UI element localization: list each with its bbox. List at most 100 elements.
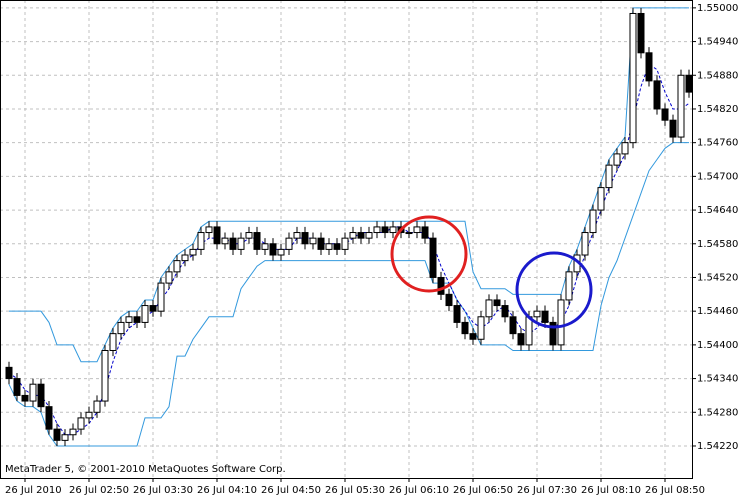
candle-body — [685, 74, 693, 93]
candle-body — [373, 226, 381, 234]
y-tick-label: 1.54700 — [697, 171, 738, 182]
candle-body — [29, 383, 37, 402]
x-tick-label: 26 Jul 2010 — [5, 485, 62, 496]
candle-body — [309, 237, 317, 245]
candle-body — [645, 52, 653, 82]
candle-body — [125, 316, 133, 323]
candles — [5, 7, 693, 446]
candle-body — [565, 271, 573, 301]
candle-body — [413, 226, 421, 234]
x-tick-label: 26 Jul 02:50 — [69, 485, 129, 496]
candle-body — [53, 428, 61, 441]
candle-body — [405, 232, 413, 235]
candle-body — [181, 254, 189, 262]
candle-body — [629, 12, 637, 144]
candle-body — [317, 237, 325, 250]
candle-body — [37, 383, 45, 408]
copyright-note: MetaTrader 5, © 2001-2010 MetaQuotes Sof… — [5, 464, 286, 475]
candle-body — [525, 316, 533, 346]
candle-body — [365, 232, 373, 239]
y-tick-label: 1.54220 — [697, 441, 738, 452]
candle-body — [149, 305, 157, 312]
candle-body — [501, 305, 509, 318]
candle-body — [77, 417, 85, 430]
candle-body — [509, 316, 517, 335]
candle-body — [357, 232, 365, 239]
candle-body — [21, 394, 29, 402]
candle-body — [637, 12, 645, 54]
candle-body — [5, 366, 13, 380]
y-tick-label: 1.54880 — [697, 70, 738, 81]
candle-body — [301, 232, 309, 245]
x-tick-label: 26 Jul 03:30 — [133, 485, 193, 496]
y-tick-label: 1.54400 — [697, 340, 738, 351]
highlight-circle — [390, 215, 468, 293]
candle-body — [589, 209, 597, 234]
x-tick-label: 26 Jul 07:30 — [517, 485, 577, 496]
candle-body — [597, 187, 605, 211]
x-tick-label: 26 Jul 08:50 — [645, 485, 705, 496]
y-tick-label: 1.54340 — [697, 374, 738, 385]
candle-body — [229, 237, 237, 250]
band-line — [9, 7, 689, 363]
candle-body — [269, 243, 277, 256]
x-tick-label: 26 Jul 04:10 — [197, 485, 257, 496]
candle-body — [157, 282, 165, 312]
x-tick-label: 26 Jul 08:10 — [581, 485, 641, 496]
candle-body — [325, 243, 333, 250]
candle-body — [85, 411, 93, 419]
candle-body — [477, 316, 485, 340]
candle-body — [421, 226, 429, 239]
y-tick-label: 1.54760 — [697, 138, 738, 149]
candle-body — [493, 299, 501, 307]
candle-body — [69, 428, 77, 436]
middle-line — [8, 63, 690, 436]
y-tick-label: 1.54640 — [697, 205, 738, 216]
indicator-lines — [8, 7, 690, 447]
candle-body — [349, 232, 357, 239]
candle-body — [213, 226, 221, 245]
y-tick-label: 1.54940 — [697, 37, 738, 48]
candle-body — [277, 248, 285, 256]
candle-body — [469, 333, 477, 340]
candle-body — [101, 349, 109, 402]
y-tick-label: 1.54580 — [697, 239, 738, 250]
candle-body — [205, 226, 213, 234]
candle-body — [541, 310, 549, 323]
candle-body — [197, 232, 205, 250]
candle-body — [445, 293, 453, 307]
candle-body — [461, 321, 469, 335]
candle-body — [261, 243, 269, 250]
x-tick-label: 26 Jul 06:50 — [453, 485, 513, 496]
candle-body — [653, 80, 661, 110]
candle-body — [285, 237, 293, 250]
candle-body — [485, 299, 493, 318]
candle-body — [605, 164, 613, 189]
candle-body — [389, 226, 397, 234]
candle-body — [437, 276, 445, 295]
candle-body — [293, 232, 301, 239]
candle-body — [341, 237, 349, 250]
candle-body — [13, 378, 21, 396]
candle-body — [141, 305, 149, 323]
candle-body — [453, 305, 461, 323]
candle-body — [93, 400, 101, 413]
x-tick-label: 26 Jul 06:10 — [389, 485, 449, 496]
candle-body — [333, 243, 341, 250]
candle-body — [517, 333, 525, 346]
candle-body — [165, 271, 173, 284]
x-tick-label: 26 Jul 04:50 — [261, 485, 321, 496]
candle-body — [429, 237, 437, 278]
candle-body — [109, 333, 117, 351]
y-tick-label: 1.54280 — [697, 407, 738, 418]
candle-body — [677, 74, 685, 138]
candle-body — [661, 108, 669, 121]
candle-body — [173, 260, 181, 273]
candle-body — [581, 232, 589, 256]
x-tick-label: 26 Jul 05:30 — [325, 485, 385, 496]
candle-body — [381, 226, 389, 234]
band-line — [8, 142, 689, 447]
